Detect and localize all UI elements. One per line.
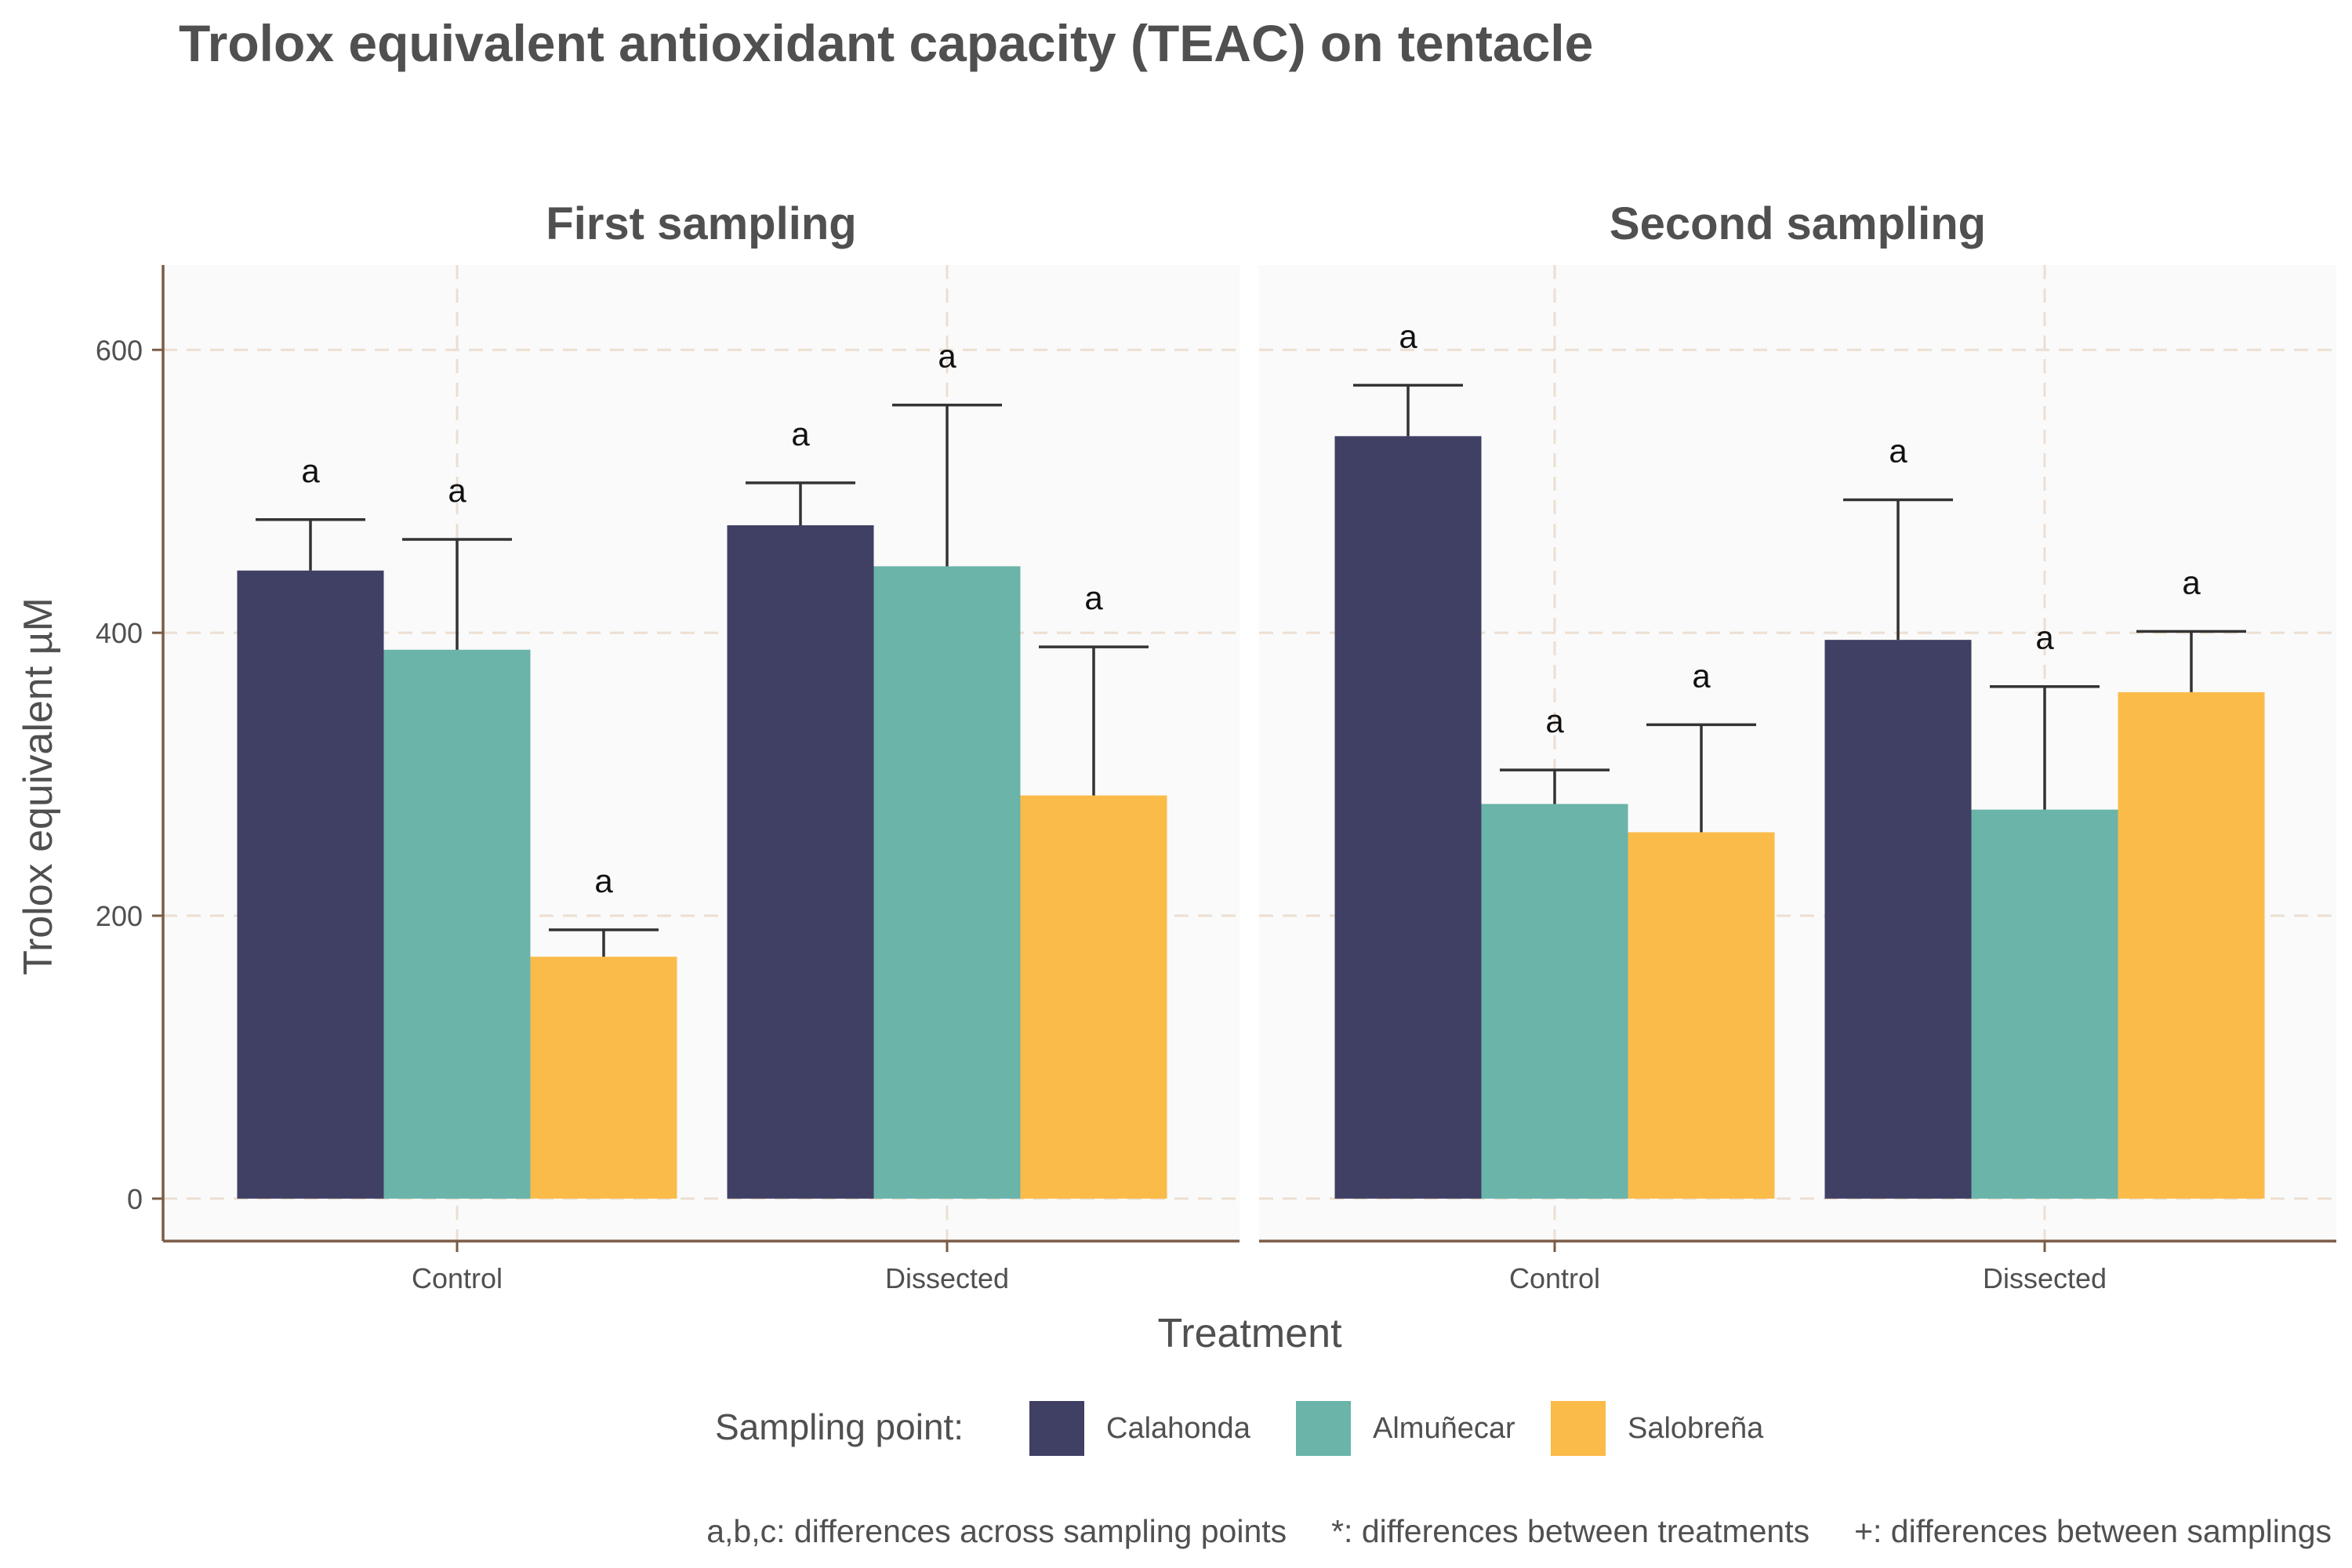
significance-label: a — [1084, 579, 1103, 616]
x-tick-label: Dissected — [1983, 1262, 2107, 1294]
significance-label: a — [938, 338, 956, 375]
bar — [1334, 436, 1482, 1199]
panel-1: First sampling a a a a a a 0 200 400 600 Control Dis… — [96, 198, 1240, 1294]
legend: Sampling point: Calahonda Almuñecar Salobr… — [715, 1401, 1764, 1456]
y-axis-title: Trolox equivalent µM — [16, 597, 61, 975]
panels: First sampling a a a a a a 0 200 400 600 Control Dis… — [96, 198, 2336, 1294]
legend-title: Sampling point: — [715, 1406, 964, 1447]
x-axis-title: Treatment — [1157, 1311, 1342, 1356]
significance-label: a — [1399, 318, 1417, 354]
legend-key — [1296, 1401, 1351, 1456]
bar — [1481, 804, 1628, 1199]
bar — [1628, 832, 1775, 1199]
significance-label: a — [1692, 657, 1711, 694]
panel-2: Second sampling a a a a a a Control Dissected — [1259, 198, 2336, 1294]
significance-label: a — [301, 452, 320, 489]
significance-label: a — [594, 862, 613, 899]
chart-title: Trolox equivalent antioxidant capacity (… — [179, 14, 1593, 72]
x-tick-label: Control — [1509, 1262, 1600, 1294]
bar — [1020, 795, 1167, 1199]
bar — [1971, 809, 2118, 1199]
panel-title: First sampling — [546, 198, 856, 249]
y-tick-label: 0 — [127, 1183, 143, 1215]
panel-title: Second sampling — [1610, 198, 1986, 249]
legend-label: Calahonda — [1106, 1412, 1251, 1445]
legend-label: Almuñecar — [1373, 1412, 1515, 1445]
significance-label: a — [791, 416, 810, 452]
bar — [237, 570, 384, 1199]
bar — [727, 525, 874, 1199]
bar — [1824, 640, 1972, 1199]
x-tick-label: Dissected — [885, 1262, 1009, 1294]
bar — [873, 566, 1021, 1199]
y-tick-label: 600 — [96, 334, 143, 366]
legend-label: Salobreña — [1628, 1412, 1764, 1445]
significance-label: a — [2182, 564, 2201, 601]
bar — [2118, 691, 2265, 1199]
significance-label: a — [1889, 433, 1907, 470]
significance-label: a — [448, 472, 466, 509]
legend-key — [1029, 1401, 1084, 1456]
x-tick-label: Control — [412, 1262, 503, 1294]
y-tick-label: 200 — [96, 900, 143, 932]
y-tick-label: 400 — [96, 617, 143, 649]
bar — [530, 956, 677, 1199]
significance-label: a — [2035, 619, 2054, 656]
significance-label: a — [1545, 702, 1564, 739]
legend-key — [1551, 1401, 1606, 1456]
bar — [383, 649, 531, 1199]
chart-caption: a,b,c: differences across sampling point… — [706, 1513, 2332, 1549]
